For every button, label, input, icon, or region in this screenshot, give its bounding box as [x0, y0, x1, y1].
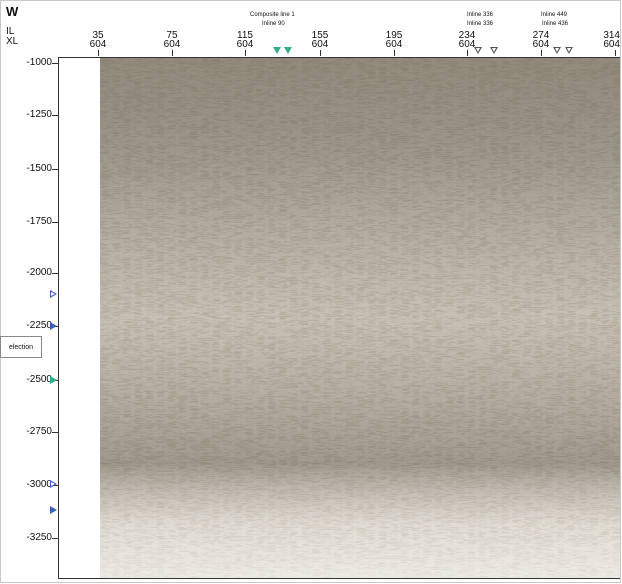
y-tick-label: -2000: [26, 267, 52, 278]
y-tick: [52, 273, 58, 274]
horizon-marker[interactable]: [50, 290, 57, 298]
x-axis-line: [58, 578, 620, 579]
xl-col-1: 604: [89, 39, 107, 50]
il-col-5: 195: [385, 30, 403, 41]
inline-449-label: Inline 449: [541, 12, 568, 18]
inline-336-label-a: Inline 336: [467, 12, 494, 18]
inline-90-label: Inline 90: [262, 21, 285, 27]
xl-col-4: 604: [311, 39, 329, 50]
top-tick: [541, 50, 542, 56]
inline-436-label: Inline 436: [542, 21, 569, 27]
intersection-marker-green[interactable]: [273, 47, 281, 54]
top-tick: [320, 50, 321, 56]
horizon-marker[interactable]: [50, 480, 57, 488]
xl-row-label: XL: [6, 36, 19, 47]
y-tick: [52, 538, 58, 539]
horizon-marker-green[interactable]: [50, 376, 57, 384]
direction-label: W: [6, 4, 19, 19]
il-col-3: 115: [237, 30, 253, 41]
y-tick-label: -2750: [26, 426, 52, 437]
selection-button[interactable]: election: [0, 336, 42, 358]
xl-col-3: 604: [236, 39, 254, 50]
inline-336-label-b: Inline 336: [467, 21, 494, 27]
xl-col-5: 604: [385, 39, 403, 50]
seismic-texture: [100, 58, 620, 578]
il-col-8: 314: [603, 31, 620, 41]
intersection-marker-green[interactable]: [284, 47, 292, 54]
xl-col-2: 604: [163, 39, 181, 50]
y-tick: [52, 63, 58, 64]
il-col-6: 234: [458, 30, 476, 41]
y-axis-line: [58, 58, 59, 578]
y-tick-label: -3250: [26, 532, 52, 543]
y-tick-label: -2250: [26, 320, 52, 331]
top-tick: [172, 50, 173, 56]
plot-top-border: [58, 57, 620, 58]
intersection-marker[interactable]: [490, 47, 498, 54]
intersection-marker[interactable]: [553, 47, 561, 54]
il-col-7: 274: [532, 30, 550, 41]
horizon-marker-blue[interactable]: [50, 506, 57, 514]
y-tick-label: -1250: [26, 109, 52, 120]
seismic-section-image[interactable]: [100, 58, 620, 578]
y-tick-label: -1500: [26, 163, 52, 174]
composite-line-label: Composite line 1: [250, 12, 295, 18]
y-tick-label: -3000: [26, 479, 52, 490]
il-col-4: 155: [311, 30, 329, 41]
xl-col-8: 604: [603, 40, 620, 50]
xl-col-7: 604: [532, 39, 550, 50]
il-col-1: 35: [92, 30, 104, 41]
top-tick: [98, 50, 99, 56]
y-tick: [52, 115, 58, 116]
top-tick: [394, 50, 395, 56]
intersection-marker[interactable]: [565, 47, 573, 54]
il-col-2: 75: [166, 30, 178, 41]
top-tick: [245, 50, 246, 56]
top-tick: [467, 50, 468, 56]
y-tick: [52, 169, 58, 170]
intersection-marker[interactable]: [474, 47, 482, 54]
horizon-marker-blue[interactable]: [50, 322, 57, 330]
y-tick-label: -1750: [26, 216, 52, 227]
top-tick: [615, 50, 616, 56]
y-tick-label: -1000: [26, 57, 52, 68]
y-tick-label: -2500: [26, 374, 52, 385]
y-tick: [52, 432, 58, 433]
xl-col-6: 604: [458, 39, 476, 50]
y-tick: [52, 222, 58, 223]
il-row-label: IL: [6, 26, 15, 37]
